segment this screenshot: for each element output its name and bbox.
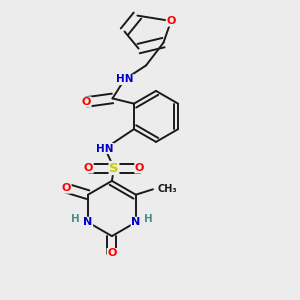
Text: HN: HN (116, 74, 133, 85)
Text: O: O (135, 163, 144, 173)
Text: O: O (84, 163, 93, 173)
Text: CH₃: CH₃ (158, 184, 177, 194)
Text: O: O (166, 16, 176, 26)
Text: H: H (144, 214, 153, 224)
Text: HN: HN (96, 143, 114, 154)
Text: H: H (71, 214, 80, 224)
Text: O: O (62, 183, 71, 193)
Text: N: N (83, 217, 93, 227)
Text: N: N (131, 217, 140, 227)
Text: O: O (107, 248, 117, 259)
Text: O: O (82, 97, 91, 107)
Text: S: S (109, 161, 119, 175)
